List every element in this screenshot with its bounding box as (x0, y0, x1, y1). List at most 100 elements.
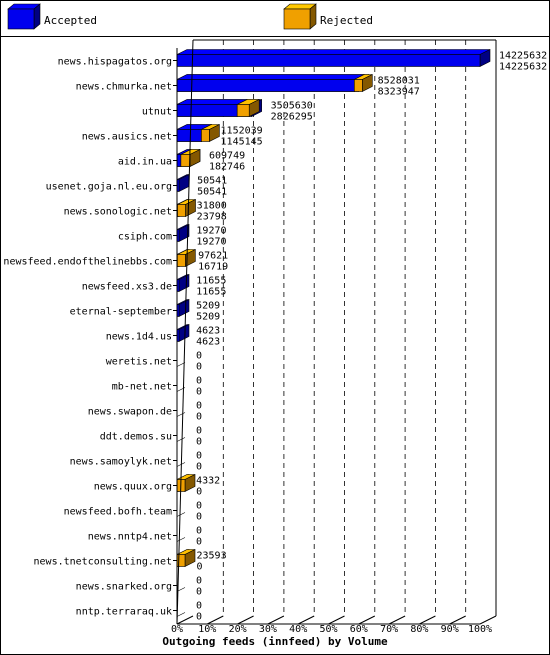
value-label-rejected: 0 (196, 512, 202, 523)
value-label-rejected: 19270 (196, 237, 226, 248)
value-label-accepted: 5209 (196, 301, 220, 312)
bar-accepted-inner (176, 104, 238, 117)
value-label-rejected: 0 (196, 387, 202, 398)
category-label: ddt.demos.su (100, 432, 172, 443)
x-tick-label: 20% (229, 624, 247, 635)
y-axis-back-line (176, 39, 194, 625)
x-tick-label: 30% (259, 624, 277, 635)
value-label-accepted: 0 (196, 401, 202, 412)
value-label-rejected: 0 (196, 437, 202, 448)
legend-label-accepted: Accepted (44, 14, 97, 27)
value-label-accepted: 23593 (197, 551, 227, 562)
value-label-rejected: 0 (196, 537, 202, 548)
value-label-rejected: 0 (196, 612, 202, 623)
bar-rejected-seg (177, 254, 186, 267)
value-label-accepted: 0 (196, 576, 202, 587)
value-label-rejected: 16719 (198, 262, 228, 273)
x-tick-label: 70% (380, 624, 398, 635)
category-label: aid.in.ua (118, 157, 172, 168)
category-label: news.ausics.net (82, 132, 172, 143)
value-label-accepted: 50541 (197, 176, 227, 187)
bar-zero (176, 537, 186, 542)
bar-zero (176, 437, 186, 442)
bar-zero (176, 512, 186, 517)
value-label-rejected: 5209 (196, 312, 220, 323)
legend-swatch-rejected (283, 8, 311, 30)
axes: 0% 10% 20% 30% 40% 50% 60% 70% 80% 90% 100% news.hi… (3, 39, 497, 635)
x-tick-label: 60% (350, 624, 368, 635)
x-tick-depth (176, 615, 194, 625)
value-label-rejected: 11655 (196, 287, 226, 298)
category-label: eternal-september (70, 307, 172, 318)
x-tick-depth (237, 615, 254, 625)
bar-rejected-seg (353, 79, 363, 92)
bar-rejected-seg (236, 104, 250, 117)
value-label-rejected: 0 (196, 462, 202, 473)
bar-rejected-seg (177, 204, 186, 217)
value-label-accepted: 8528031 (378, 76, 420, 87)
value-label-accepted: 0 (196, 351, 202, 362)
category-label: newsfeed.endofthelinebbs.com (3, 257, 172, 268)
value-label-accepted: 4623 (196, 326, 220, 337)
value-label-accepted: 0 (196, 451, 202, 462)
x-tick-depth (297, 615, 315, 625)
x-tick-label: 80% (410, 624, 428, 635)
category-label: news.tnetconsulting.net (34, 557, 172, 568)
value-label-rejected: 0 (196, 412, 202, 423)
bar-zero (176, 612, 186, 617)
value-label-accepted: 609749 (209, 151, 245, 162)
legend-label-rejected: Rejected (320, 14, 373, 27)
value-label-rejected: 0 (196, 362, 202, 373)
value-label-rejected: 0 (196, 587, 202, 598)
x-tick-depth (328, 615, 345, 625)
category-label: mb-net.net (112, 382, 172, 393)
bar-accepted-inner-top (176, 74, 365, 80)
category-label: news.1d4.us (106, 332, 172, 343)
x-tick-depth (419, 615, 436, 625)
bar-accepted-inner (176, 129, 202, 142)
value-label-accepted: 14225632 (499, 51, 547, 62)
x-tick-label: 90% (441, 624, 459, 635)
bar-accepted-inner (176, 154, 182, 167)
category-label: newsfeed.xs3.de (82, 282, 172, 293)
category-label: news.sonologic.net (64, 207, 172, 218)
value-label-accepted: 1152039 (221, 126, 263, 137)
value-label-accepted: 4332 (196, 476, 220, 487)
bar-accepted (176, 54, 481, 67)
category-label: news.nntp4.net (88, 532, 172, 543)
value-label-rejected: 23798 (197, 212, 227, 223)
value-label-rejected: 2826295 (271, 112, 313, 123)
category-label: nntp.terraraq.uk (76, 607, 172, 618)
x-tick-depth (207, 615, 224, 625)
chart-title: Outgoing feeds (innfeed) by Volume (162, 635, 388, 648)
category-label: news.samoylyk.net (70, 457, 172, 468)
category-label: news.chmurka.net (76, 82, 172, 93)
x-tick-depth (267, 615, 285, 625)
x-tick-label: 0% (171, 624, 183, 635)
x-tick-label: 50% (319, 624, 337, 635)
value-label-rejected: 4623 (196, 337, 220, 348)
value-label-rejected: 0 (197, 562, 203, 573)
value-label-rejected: 50541 (197, 187, 227, 198)
legend-swatch-accepted (7, 8, 35, 30)
bar-rejected-seg (201, 129, 210, 142)
value-label-accepted: 0 (196, 501, 202, 512)
legend: Accepted Rejected (7, 3, 373, 30)
value-label-accepted: 11655 (196, 276, 226, 287)
x-tick-depth (388, 615, 406, 625)
category-label: weretis.net (106, 357, 172, 368)
category-label: csiph.com (118, 232, 172, 243)
bar-accepted-top (176, 49, 491, 55)
x-tick-label: 100% (468, 624, 492, 635)
bar-zero (176, 412, 186, 417)
category-label: newsfeed.bofh.team (64, 507, 172, 518)
bar-rejected-seg (180, 154, 191, 167)
bar-accepted-inner (176, 79, 355, 92)
value-label-accepted: 0 (196, 426, 202, 437)
category-label: news.quux.org (94, 482, 172, 493)
value-label-rejected: 0 (196, 487, 202, 498)
category-label: utnut (142, 107, 172, 118)
